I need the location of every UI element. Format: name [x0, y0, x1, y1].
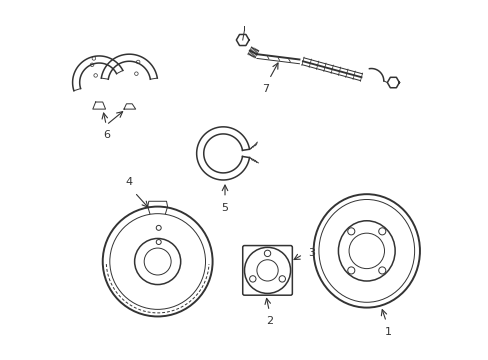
Text: 5: 5: [221, 203, 228, 213]
Text: 1: 1: [384, 327, 391, 337]
Text: 7: 7: [262, 84, 269, 94]
Text: 3: 3: [307, 248, 315, 258]
Text: 6: 6: [102, 130, 109, 140]
Text: 4: 4: [125, 177, 133, 187]
Text: 2: 2: [265, 316, 272, 327]
